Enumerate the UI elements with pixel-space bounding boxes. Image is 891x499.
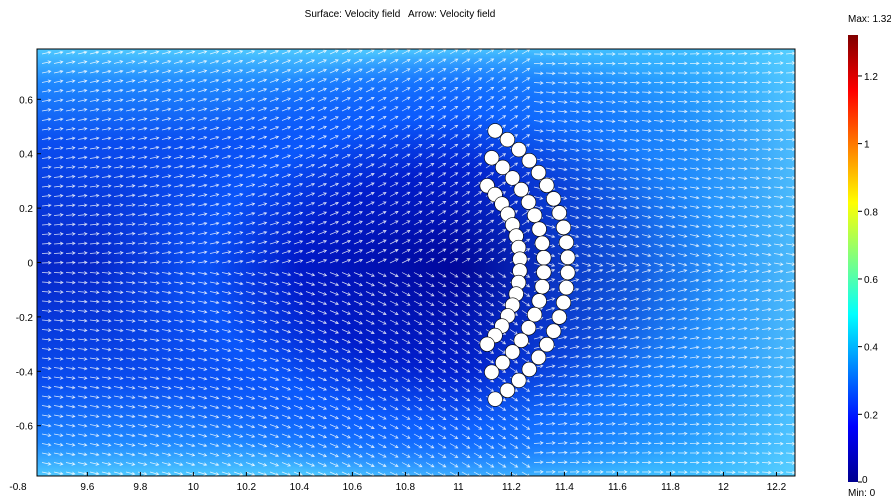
cylinder-outer [546, 323, 562, 339]
x-tick-label: 9.6 [80, 482, 94, 493]
cylinder-outer [499, 382, 516, 398]
colorbar-tick-label: 0 [862, 475, 868, 486]
x-tick-label: 10 [188, 482, 200, 493]
cylinder-outer [511, 372, 527, 388]
cylinder-inner [479, 336, 495, 352]
cylinder-outer [546, 191, 562, 207]
cylinder-outer [531, 164, 547, 181]
cylinder-middle [527, 307, 543, 323]
colorbar-min-label: Min: 0 [848, 488, 876, 499]
crescent-obstacle [479, 123, 576, 407]
x-tick-label: 12.2 [767, 482, 787, 493]
cylinder-middle [495, 159, 511, 175]
cylinder-outer [487, 123, 503, 139]
colorbar-ticks: 1.2 1 0.8 0.6 0.4 0.2 0 [858, 72, 878, 486]
cylinder-outer [499, 132, 516, 148]
cylinder-middle [513, 182, 529, 198]
cylinder-middle [484, 364, 500, 380]
colorbar: Max: 1.321 1.2 1 0.8 0.6 0.4 0.2 0 Min: 0 [848, 14, 891, 499]
cylinder-middle [504, 344, 521, 360]
cylinder-outer [560, 249, 576, 266]
cylinder-outer [560, 264, 576, 281]
corner-tick-label: -0.8 [9, 482, 27, 493]
cylinder-outer [555, 294, 572, 311]
cylinder-middle [531, 293, 547, 309]
x-tick-label: 11 [453, 482, 464, 493]
x-tick-label: 10.8 [396, 482, 416, 493]
chart-title: Surface: Velocity field Arrow: Velocity … [305, 9, 496, 20]
x-tick-label: 10.2 [237, 482, 257, 493]
cylinder-outer [555, 219, 572, 236]
colorbar-tick-label: 0.8 [864, 207, 878, 218]
cylinder-middle [534, 235, 550, 251]
y-tick-label: 0.6 [19, 95, 33, 106]
y-tick-label: -0.6 [16, 422, 34, 433]
cylinder-outer [539, 177, 555, 193]
y-tick-label: 0.2 [19, 204, 33, 215]
cylinder-outer [511, 142, 527, 158]
x-tick-label: 10.4 [290, 482, 310, 493]
colorbar-tick-label: 0.4 [864, 343, 878, 354]
x-tick-label: 11.6 [608, 482, 627, 493]
cylinder-middle [527, 207, 543, 223]
colorbar-max-label: Max: 1.321 [848, 14, 891, 25]
cylinder-middle [536, 264, 552, 280]
cylinder-outer [539, 337, 555, 353]
cylinder-outer [521, 361, 537, 377]
cylinder-outer [487, 391, 503, 407]
cylinder-middle [495, 355, 511, 371]
cylinder-middle [534, 279, 550, 295]
cylinder-middle [484, 150, 500, 166]
colorbar-tick-label: 1.2 [864, 72, 878, 83]
cylinder-outer [558, 234, 574, 250]
colorbar-tick-label: 0.6 [864, 275, 878, 286]
cylinder-middle [513, 332, 529, 348]
cylinder-middle [521, 320, 537, 336]
cylinder-outer [551, 205, 567, 221]
colorbar-gradient [848, 35, 858, 482]
y-tick-label: -0.4 [16, 367, 34, 378]
cylinder-middle [521, 194, 537, 210]
colorbar-tick-label: 1 [864, 140, 870, 151]
surface-recovery [37, 49, 795, 476]
cylinder-middle [536, 250, 552, 266]
y-axis: 0.6 0.4 0.2 0 -0.2 -0.4 -0.6 [16, 95, 41, 433]
cylinder-outer [551, 309, 567, 325]
x-tick-label: 11.4 [555, 482, 574, 493]
x-tick-label: 9.8 [133, 482, 147, 493]
velocity-arrows [41, 49, 795, 476]
x-tick-label: 12 [718, 482, 730, 493]
cylinder-middle [531, 221, 547, 237]
x-tick-label: 11.8 [661, 482, 680, 493]
cylinder-outer [558, 280, 574, 296]
cylinder-outer [531, 349, 547, 366]
y-tick-label: 0.4 [19, 150, 33, 161]
x-tick-label: 10.6 [343, 482, 363, 493]
cylinder-outer [521, 153, 537, 169]
x-axis: 9.6 9.8 10 10.2 10.4 10.6 10.8 11 11.2 11.4 11.6 11… [80, 472, 787, 493]
y-tick-label: 0 [27, 259, 33, 270]
y-tick-label: -0.2 [16, 313, 34, 324]
colorbar-tick-label: 0.2 [864, 410, 878, 421]
cylinder-middle [504, 170, 521, 186]
arrow-field [41, 49, 795, 476]
plot-area [37, 49, 795, 476]
x-tick-label: 11.2 [502, 482, 521, 493]
